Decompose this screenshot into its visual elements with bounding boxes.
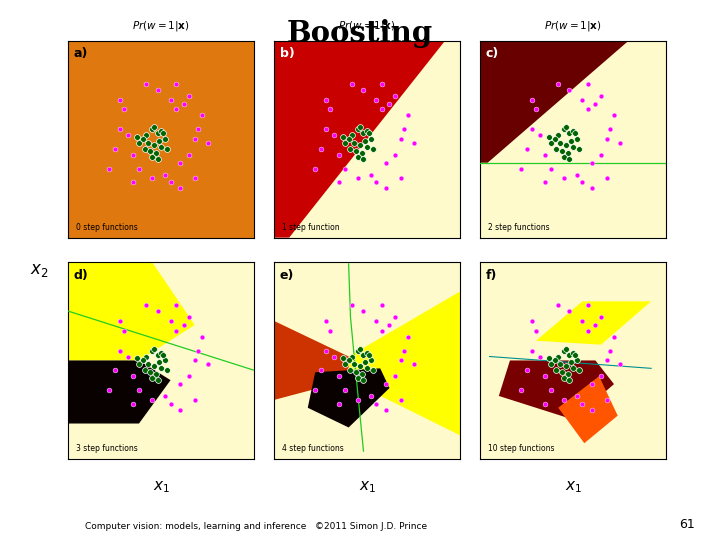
Polygon shape — [68, 262, 194, 361]
Polygon shape — [536, 301, 651, 345]
Polygon shape — [480, 40, 629, 163]
Polygon shape — [499, 361, 614, 420]
Text: $x_2$: $x_2$ — [30, 261, 49, 279]
Text: b): b) — [280, 48, 294, 60]
Text: $Pr(w=1|\mathbf{x})$: $Pr(w=1|\mathbf{x})$ — [544, 19, 602, 33]
Polygon shape — [307, 368, 390, 428]
Text: 4 step functions: 4 step functions — [282, 444, 343, 453]
Polygon shape — [558, 376, 618, 443]
Text: $Pr(w=1|\mathbf{x})$: $Pr(w=1|\mathbf{x})$ — [132, 19, 190, 33]
Polygon shape — [348, 292, 460, 435]
Text: a): a) — [74, 48, 89, 60]
Text: Boosting: Boosting — [287, 19, 433, 48]
Text: 1 step function: 1 step function — [282, 222, 339, 232]
Polygon shape — [274, 40, 445, 238]
Text: Computer vision: models, learning and inference   ©2011 Simon J.D. Prince: Computer vision: models, learning and in… — [84, 522, 427, 531]
Polygon shape — [68, 361, 171, 423]
Text: $Pr(w=1|\mathbf{x})$: $Pr(w=1|\mathbf{x})$ — [338, 19, 396, 33]
Text: f): f) — [486, 269, 498, 282]
Text: 61: 61 — [679, 518, 695, 531]
Text: 10 step functions: 10 step functions — [487, 444, 554, 453]
Text: e): e) — [280, 269, 294, 282]
Text: $x_1$: $x_1$ — [564, 480, 582, 495]
Text: 0 step functions: 0 step functions — [76, 222, 138, 232]
Text: $x_1$: $x_1$ — [359, 480, 376, 495]
Text: 3 step functions: 3 step functions — [76, 444, 138, 453]
Text: c): c) — [486, 48, 499, 60]
Text: 2 step functions: 2 step functions — [487, 222, 549, 232]
Text: d): d) — [74, 269, 89, 282]
Polygon shape — [274, 321, 348, 400]
Text: $x_1$: $x_1$ — [153, 480, 170, 495]
